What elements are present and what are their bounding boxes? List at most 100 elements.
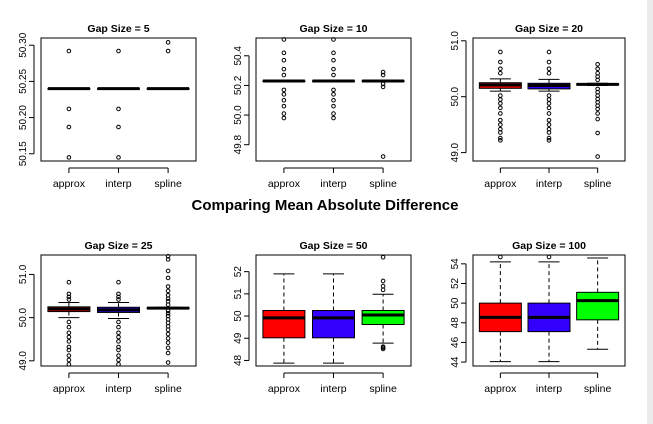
- x-tick-label: spline: [584, 178, 612, 190]
- outlier-point: [380, 154, 386, 159]
- outlier-point: [595, 61, 600, 67]
- y-tick-label: 48: [233, 354, 244, 366]
- y-tick-label: 50: [450, 297, 461, 309]
- box-approx: [262, 273, 306, 364]
- outlier-point: [498, 111, 503, 116]
- outlier-point: [66, 330, 72, 336]
- outlier-point: [331, 92, 336, 97]
- outlier-point: [331, 37, 336, 42]
- panel-gap-3: Gap Size = 25 49.0 50.0 51.0 approx interp spl…: [18, 240, 197, 395]
- outlier-point: [116, 334, 121, 340]
- panel-gap-4: Gap Size = 50 48 49 50 51 52 approx interp splin…: [233, 240, 412, 395]
- outlier-point: [116, 294, 121, 300]
- outlier-point: [281, 103, 287, 109]
- x-tick-label: interp: [536, 178, 562, 190]
- box-spline: [576, 61, 620, 159]
- box-interp: [97, 279, 140, 367]
- outlier-point: [165, 292, 171, 298]
- box-interp: [312, 273, 355, 364]
- y-tick-label: 51.0: [18, 264, 29, 284]
- outlier-point: [546, 135, 552, 141]
- outlier-point: [116, 279, 121, 285]
- outlier-point: [380, 72, 386, 78]
- y-tick-label: 50.4: [233, 46, 244, 66]
- outlier-point: [498, 105, 503, 111]
- outlier-point: [331, 97, 336, 103]
- outlier-point: [281, 66, 287, 72]
- outlier-point: [380, 287, 386, 293]
- outlier-point: [331, 66, 336, 72]
- box-spline: [361, 69, 405, 159]
- outlier-point: [165, 331, 171, 337]
- box-spline: [576, 257, 620, 350]
- outlier-point: [546, 117, 552, 123]
- outlier-point: [595, 111, 600, 116]
- x-tick-label: spline: [369, 178, 397, 190]
- outlier-point: [66, 319, 72, 325]
- y-tick-label: 52: [233, 266, 244, 278]
- outlier-point: [498, 117, 503, 123]
- box-spline: [146, 253, 190, 365]
- outlier-point: [165, 40, 171, 45]
- outlier-point: [331, 57, 336, 63]
- outlier-point: [116, 291, 121, 297]
- vertical-scrollbar[interactable]: [647, 0, 653, 424]
- y-tick-label: 50.25: [18, 68, 29, 93]
- outlier-point: [498, 59, 503, 65]
- outlier-point: [546, 105, 552, 111]
- panel-title: Gap Size = 25: [85, 240, 153, 252]
- outlier-point: [380, 278, 386, 284]
- outlier-point: [331, 111, 336, 116]
- outlier-point: [66, 294, 72, 300]
- outlier-point: [66, 344, 72, 350]
- x-tick-label: spline: [584, 383, 612, 395]
- outlier-point: [595, 130, 600, 136]
- outlier-point: [165, 360, 171, 365]
- iqr-box: [312, 310, 355, 339]
- box-spline: [361, 254, 405, 352]
- panel-gap-0: Gap Size = 5 50.15 50.20 50.25 50.30 approx in…: [18, 23, 197, 190]
- outlier-point: [165, 298, 171, 304]
- outlier-point: [281, 87, 287, 93]
- x-tick-label: spline: [154, 383, 182, 395]
- y-tick-label: 50.0: [233, 105, 244, 125]
- outlier-point: [66, 155, 72, 160]
- outlier-point: [546, 101, 552, 106]
- outlier-point: [116, 319, 121, 325]
- outlier-point: [380, 344, 386, 349]
- outlier-point: [498, 70, 503, 76]
- y-tick-label: 50.30: [18, 32, 29, 57]
- outlier-point: [66, 334, 72, 340]
- box-interp: [312, 37, 355, 121]
- outlier-point: [380, 81, 386, 87]
- outlier-point: [116, 330, 121, 336]
- outlier-point: [66, 347, 72, 353]
- y-tick-label: 50.15: [18, 141, 29, 166]
- outlier-point: [380, 283, 386, 289]
- outlier-point: [116, 155, 121, 160]
- plot-frame: [472, 37, 626, 162]
- outlier-point: [116, 339, 121, 344]
- outlier-point: [546, 138, 552, 143]
- y-tick-label: 50.2: [233, 75, 244, 95]
- outlier-point: [498, 126, 503, 132]
- box-approx: [47, 48, 91, 160]
- box-interp: [527, 254, 571, 363]
- outlier-point: [165, 268, 171, 274]
- outlier-point: [66, 106, 72, 112]
- panel-title: Gap Size = 20: [515, 23, 583, 35]
- outlier-point: [165, 275, 171, 281]
- outlier-point: [281, 50, 287, 56]
- y-tick-label: 49: [233, 332, 244, 344]
- box-interp: [97, 48, 140, 160]
- panel-title: Gap Size = 50: [300, 240, 368, 252]
- y-tick-label: 49.0: [18, 351, 29, 371]
- x-tick-label: interp: [320, 383, 346, 395]
- outlier-point: [498, 122, 503, 127]
- outlier-point: [546, 122, 552, 127]
- panel-title: Gap Size = 10: [300, 23, 368, 35]
- box-approx: [47, 279, 91, 367]
- iqr-box: [576, 291, 620, 321]
- outlier-point: [595, 70, 600, 76]
